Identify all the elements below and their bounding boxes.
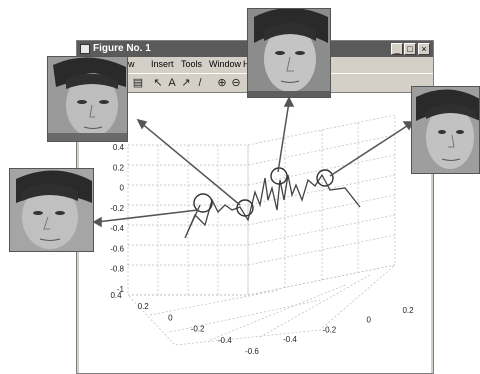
zoom-in-icon[interactable]: ⊕ [217,77,227,89]
arrow-icon[interactable]: ↗ [181,77,191,89]
face-photo-left-lower [9,168,94,252]
x-tick-label: 0.2 [402,306,414,315]
z-tick-label: 0 [120,184,125,193]
face-image [48,57,127,141]
menu-help[interactable]: H [243,59,250,69]
face-photo-left-upper [47,56,128,142]
x-tick-label: 0 [366,316,371,325]
y-tick-label: 0.4 [110,291,122,300]
arrow-to-left-lower-photo [96,209,199,223]
face-photo-top [247,8,331,98]
z-tick-label: 0.2 [113,163,125,172]
z-tick-label: -0.2 [110,204,124,213]
close-button[interactable]: × [418,43,430,55]
z-axis-ticks: 0.4 0.2 0 -0.2 -0.4 -0.6 -0.8 -1 [110,143,124,294]
pointer-arrows [92,96,415,228]
y-axis-ticks: 0.4 0.2 0 -0.2 -0.4 -0.6 [110,291,259,356]
y-tick-label: -0.2 [191,325,205,334]
y-tick-label: -0.4 [218,336,232,345]
text-icon[interactable]: A [168,77,176,89]
z-tick-label: -0.4 [110,224,124,233]
z-tick-label: 0.4 [113,143,125,152]
maximize-button[interactable]: □ [404,43,416,55]
arrow-to-right-photo [329,123,411,177]
marker-point [236,199,254,217]
menu-window[interactable]: Window [209,59,242,69]
arrow-to-top-photo [277,101,290,173]
trajectory-line [184,173,361,239]
trajectory-markers [193,167,334,217]
print-icon[interactable]: ▤ [132,77,144,89]
figure-canvas [79,93,431,373]
z-tick-label: -1 [117,285,125,294]
face-image [10,169,93,251]
x-tick-label: -0.2 [322,325,336,334]
minimize-button[interactable]: _ [391,43,403,55]
z-tick-label: -0.6 [110,244,124,253]
line-icon[interactable]: / [198,77,202,89]
y-tick-label: -0.6 [245,347,259,356]
arrow-to-left-upper-photo [139,121,241,206]
x-tick-label: -0.4 [283,335,297,344]
z-tick-label: -0.8 [110,265,124,274]
face-image [248,9,330,97]
face-photo-right [411,86,480,174]
figure-icon [80,44,90,54]
x-axis-ticks: -0.4 -0.2 0 0.2 [283,306,414,344]
y-tick-label: 0.2 [138,302,150,311]
zoom-out-icon[interactable]: ⊖ [231,77,241,89]
marker-point [316,169,334,187]
arrow-select-icon[interactable]: ↖ [153,77,163,89]
marker-point [193,193,213,213]
face-image [412,87,479,173]
menu-tools[interactable]: Tools [181,59,203,69]
plot-grid [127,114,397,346]
menu-insert[interactable]: Insert [151,59,174,69]
window-title: Figure No. 1 [93,43,151,54]
y-tick-label: 0 [168,313,173,322]
